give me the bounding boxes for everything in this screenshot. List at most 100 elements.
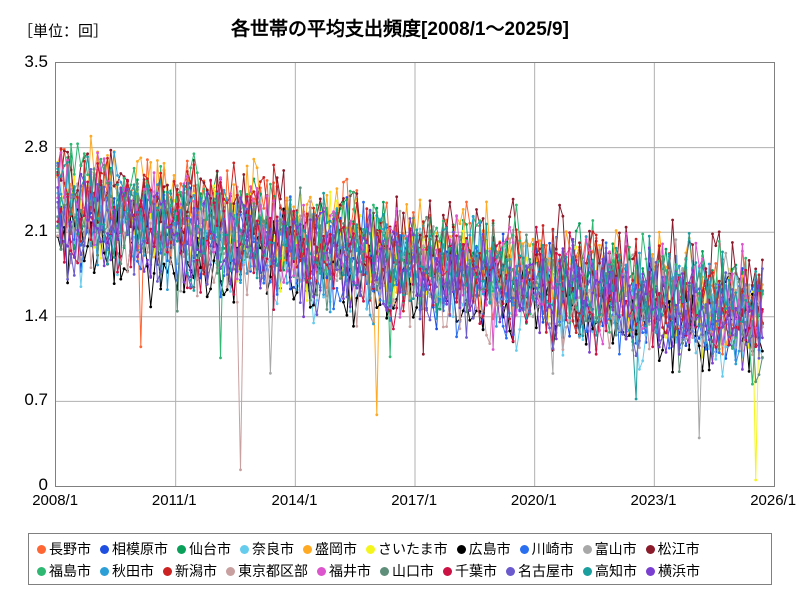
series-marker [568,334,571,338]
series-marker [431,254,435,257]
series-marker [402,299,405,303]
legend-color-swatch [240,544,249,554]
series-marker [395,207,399,211]
series-marker [671,370,674,374]
legend-item[interactable]: 東京都区部 [226,564,308,578]
legend-label: 東京都区部 [238,563,308,579]
series-marker [69,249,73,253]
legend-item[interactable]: 奈良市 [240,542,294,556]
series-marker [182,244,186,247]
series-marker [531,262,535,266]
series-marker [481,232,485,236]
series-marker [411,233,415,237]
chart-legend: 長野市 相模原市 仙台市 奈良市 盛岡市 さいたま市 広島市 川崎市 富山市 松江市福島市 秋田市 新… [28,533,772,585]
x-tick-label: 2017/1 [391,492,438,509]
series-marker [368,256,372,260]
legend-item[interactable]: 広島市 [456,542,511,556]
series-marker [335,187,339,190]
series-marker [747,302,751,306]
legend-item[interactable]: 横浜市 [646,564,700,578]
series-marker [79,164,83,168]
legend-item[interactable]: 千葉市 [443,564,497,578]
series-marker [707,327,711,331]
series-marker [189,278,193,282]
series-marker [378,247,382,251]
series-marker [634,306,638,310]
series-marker [641,327,645,330]
legend-item[interactable]: 盛岡市 [303,542,357,556]
series-marker [175,232,179,235]
series-marker [372,261,375,265]
series-marker [318,224,322,228]
series-marker [445,325,448,328]
series-marker [687,328,691,332]
legend-color-swatch [380,566,389,576]
series-marker [485,289,488,293]
series-marker [578,222,581,225]
series-marker [189,199,193,203]
series-marker [202,272,206,276]
series-marker [328,251,332,254]
series-marker [741,290,744,293]
series-marker [741,294,744,297]
series-marker [195,258,199,262]
legend-item[interactable]: 高知市 [583,564,637,578]
legend-item[interactable]: 松江市 [645,542,700,556]
series-marker [428,199,432,203]
series-marker [561,353,565,357]
series-marker [694,290,698,294]
series-marker [481,290,485,294]
legend-item[interactable]: 秋田市 [100,564,154,578]
series-marker [149,276,153,279]
series-marker [335,254,339,258]
series-marker [199,291,203,294]
series-marker [62,260,66,264]
series-marker [531,297,535,300]
legend-item[interactable]: さいたま市 [366,542,448,556]
series-marker [215,256,219,260]
x-tick-label: 2008/1 [32,492,79,509]
legend-item[interactable]: 川崎市 [519,542,574,556]
series-marker [199,268,203,272]
legend-item[interactable]: 福島市 [37,564,91,578]
series-marker [465,200,468,204]
legend-item[interactable]: 富山市 [582,542,637,556]
series-marker [505,300,508,304]
series-marker [365,307,369,311]
series-marker [219,295,222,299]
series-marker [551,259,555,262]
series-marker [106,156,109,160]
series-marker [687,281,691,285]
series-marker [461,283,465,287]
legend-item[interactable]: 山口市 [380,564,434,578]
series-marker [179,289,183,293]
series-marker [169,192,173,196]
series-marker [272,231,276,235]
legend-item[interactable]: 新潟市 [163,564,217,578]
series-marker [166,211,169,215]
series-marker [411,255,415,259]
legend-item[interactable]: 名古屋市 [506,564,574,578]
series-marker [388,309,392,313]
legend-item[interactable]: 仙台市 [177,542,231,556]
series-marker [518,254,522,257]
legend-item[interactable]: 福井市 [317,564,371,578]
series-marker [618,352,621,356]
series-marker [72,185,76,188]
legend-item[interactable]: 相模原市 [100,542,168,556]
series-marker [112,282,116,285]
series-marker [79,285,83,288]
series-marker [478,219,482,223]
series-marker [149,221,153,225]
series-marker [461,208,465,211]
series-marker [701,250,704,253]
series-marker [534,280,538,284]
legend-item[interactable]: 長野市 [37,542,91,556]
series-marker [126,233,129,237]
series-marker [591,230,595,234]
series-marker [59,147,63,151]
series-marker [132,166,136,170]
series-marker [721,307,724,310]
series-marker [647,347,651,351]
series-marker [541,224,545,227]
